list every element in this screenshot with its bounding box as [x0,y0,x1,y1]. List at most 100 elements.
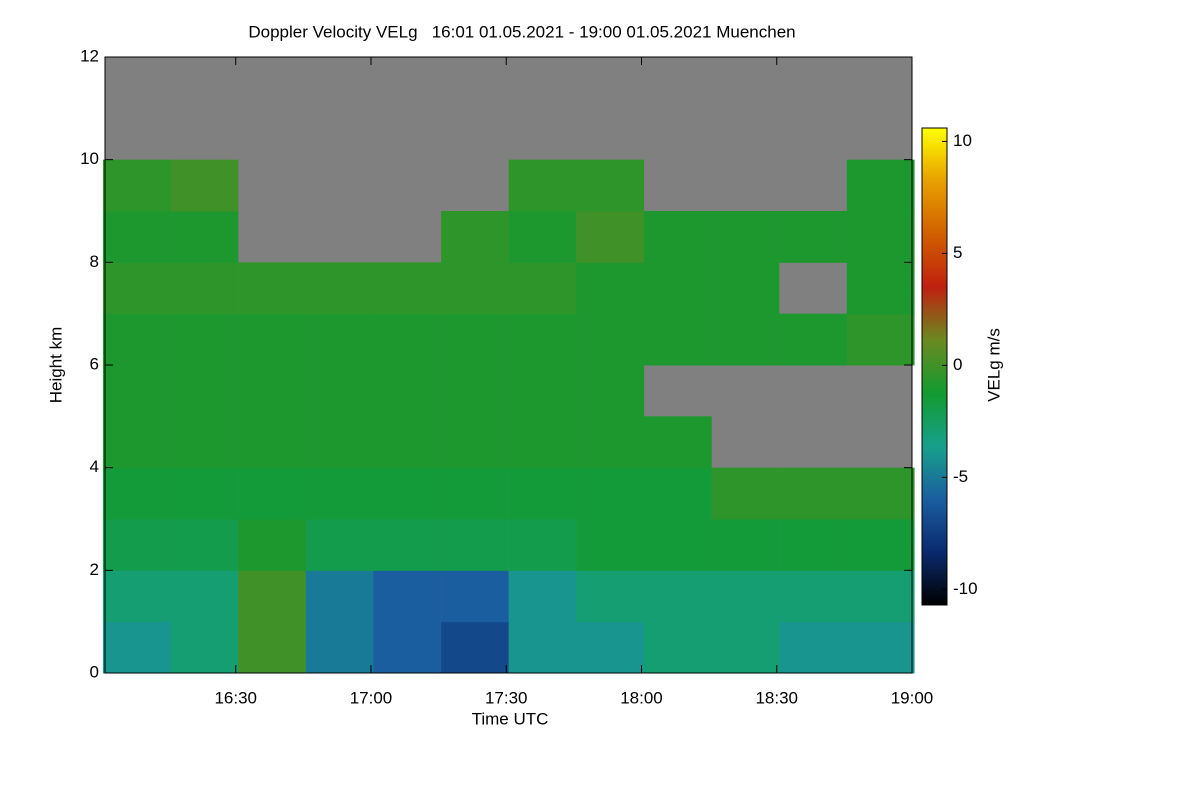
heatmap-cell [102,621,171,674]
heatmap-cell [846,570,915,623]
heatmap-cell [441,416,509,469]
heatmap-cell [102,519,171,571]
heatmap-cell [846,467,915,520]
heatmap-cell [508,467,577,520]
heatmap-cell [846,159,915,212]
heatmap-cell [305,313,374,366]
heatmap-cell [102,262,171,315]
heatmap-cell [508,262,577,315]
colorbar-tick-label: 0 [953,355,962,374]
y-tick-label: 0 [90,662,99,681]
heatmap-cell [643,570,712,623]
heatmap-cell [238,621,306,674]
heatmap-cell [373,313,442,366]
colorbar-tick-label: 5 [953,243,962,262]
heatmap-cell [305,570,374,623]
x-tick-label: 16:30 [214,688,257,707]
heatmap-cell [576,519,645,571]
heatmap-cell [508,570,577,623]
heatmap-cell [170,159,239,212]
heatmap-cell [441,313,509,366]
heatmap-cell [238,365,306,417]
heatmap-cell [779,621,847,674]
heatmap-cell [102,416,171,469]
heatmap-cell [170,365,239,417]
heatmap-cell [305,467,374,520]
heatmap-cell [576,262,645,315]
y-tick-label: 10 [80,149,99,168]
heatmap-cell [846,211,915,263]
heatmap-cell [170,467,239,520]
heatmap-cell [170,211,239,263]
heatmap-cell [576,365,645,417]
heatmap-cell [170,313,239,366]
heatmap-cell [102,570,171,623]
heatmap-cell [170,621,239,674]
heatmap-cell [441,519,509,571]
heatmap-cell [238,313,306,366]
heatmap-cell [846,313,915,366]
y-axis-label: Height km [46,327,65,404]
heatmap-cell [238,570,306,623]
y-tick-label: 6 [90,354,99,373]
heatmap-cell [102,467,171,520]
heatmap-cell [779,313,847,366]
x-tick-label: 18:30 [755,688,798,707]
heatmap-cell [779,211,847,263]
heatmap-cell [576,313,645,366]
heatmap-cell [846,262,915,315]
heatmap-cell [846,519,915,571]
heatmap-cell [373,416,442,469]
heatmap-cell [779,467,847,520]
colorbar-tick-label: -5 [953,467,968,486]
x-tick-label: 17:30 [485,688,528,707]
x-tick-label: 17:00 [350,688,393,707]
heatmap-cell [441,365,509,417]
heatmap-cell [576,416,645,469]
heatmap-cell [643,262,712,315]
heatmap-cell [373,262,442,315]
heatmap-cell [441,262,509,315]
heatmap-cell [508,365,577,417]
heatmap-cell [643,313,712,366]
x-tick-label: 19:00 [891,688,934,707]
y-tick-label: 2 [90,560,99,579]
heatmap-cell [711,211,780,263]
heatmap-cell [576,621,645,674]
heatmap-cell [170,262,239,315]
heatmap-cell [779,519,847,571]
colorbar-tick-label: 10 [953,131,972,150]
colorbar-tick-label: -10 [953,579,978,598]
y-tick-label: 8 [90,252,99,271]
heatmap-cell [305,262,374,315]
heatmap-cell [170,570,239,623]
heatmap-cell [711,467,780,520]
heatmap-cell [779,570,847,623]
heatmap-cell [643,211,712,263]
x-axis-label: Time UTC [472,709,549,728]
heatmap-cell [576,467,645,520]
heatmap-cell [170,519,239,571]
heatmap-cell [170,416,239,469]
heatmap-cell [102,211,171,263]
heatmap-cell [441,211,509,263]
heatmap-cell [643,416,712,469]
heatmap-cell [441,467,509,520]
heatmap-cell [238,416,306,469]
heatmap-cell [441,570,509,623]
heatmap-cell [711,570,780,623]
heatmap-cell [711,262,780,315]
heatmap-cell [102,365,171,417]
heatmap-cell [508,211,577,263]
colorbar-label: VELg m/s [984,328,1003,402]
heatmap-cell [305,519,374,571]
heatmap-cell [373,570,442,623]
heatmap-cell [576,211,645,263]
chart-title: Doppler Velocity VELg 16:01 01.05.2021 -… [248,22,795,41]
y-tick-label: 12 [80,46,99,65]
heatmap-cell [508,519,577,571]
x-tick-label: 18:00 [620,688,663,707]
heatmap-cell [238,519,306,571]
heatmap-cell [373,519,442,571]
